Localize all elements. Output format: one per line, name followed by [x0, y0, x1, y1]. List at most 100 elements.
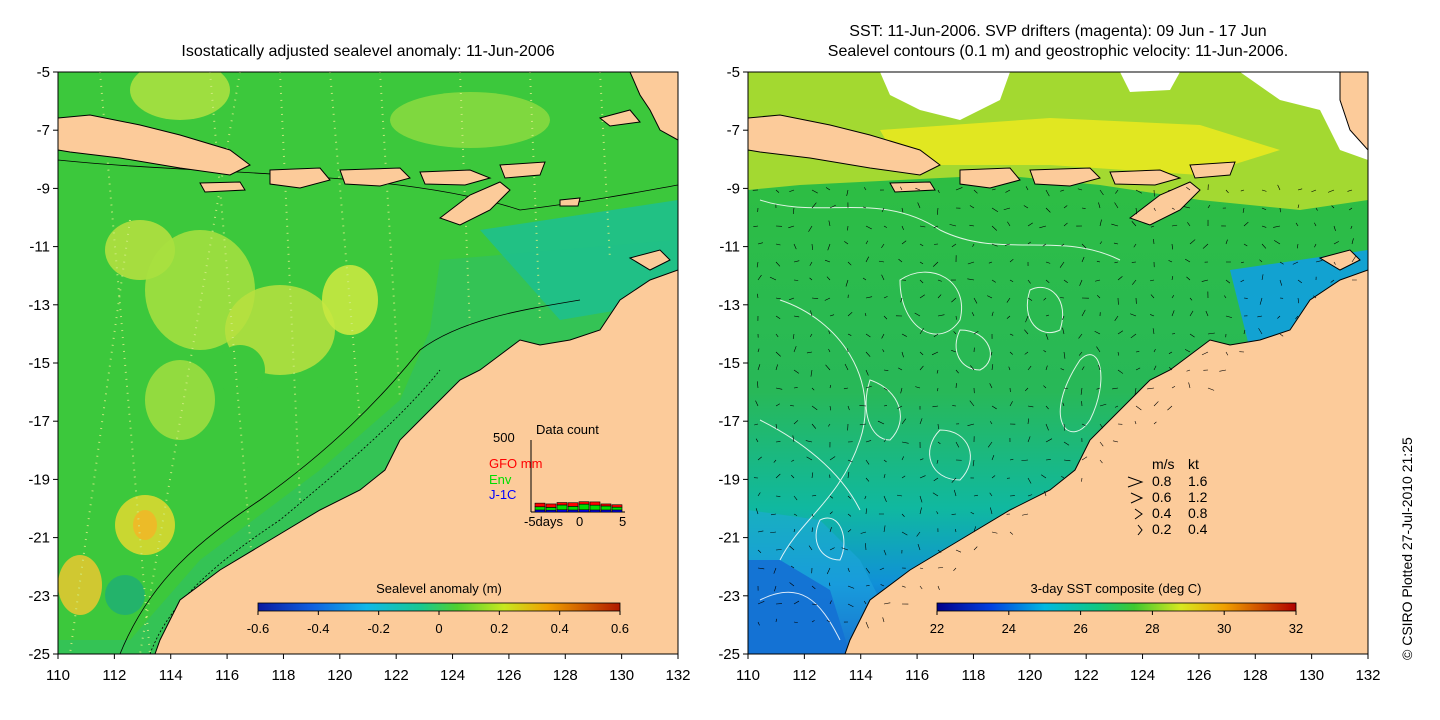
velocity-arrow [824, 259, 831, 263]
velocity-arrow [1277, 184, 1281, 191]
y-tick-label: -23 [28, 588, 50, 605]
sealevel-anomaly-map [58, 72, 678, 654]
right-x-axis: 110 112 114 116 118 120 122 124 126 128 130 132 [736, 654, 1381, 684]
bar-j1c [567, 509, 579, 513]
velocity-arrow [1240, 279, 1245, 283]
velocity-arrow [775, 387, 783, 390]
velocity-arrow [972, 243, 975, 247]
velocity-arrow [931, 351, 939, 356]
velocity-arrow [1114, 261, 1119, 264]
velocity-arrow [1009, 351, 1013, 355]
velocity-arrow [811, 527, 813, 533]
velocity-arrow [1314, 243, 1317, 248]
y-tick-label: -7 [727, 122, 740, 139]
bar-gfo [534, 502, 546, 508]
velocity-arrow [1023, 205, 1029, 209]
velocity-arrow [865, 333, 871, 338]
velocity-arrow [1063, 441, 1070, 446]
x-tick-label: 130 [1299, 667, 1324, 684]
velocity-arrow [901, 240, 907, 245]
velocity-arrow [969, 205, 975, 209]
velocity-arrow [896, 494, 903, 497]
velocity-arrow [1274, 240, 1281, 245]
x-tick-label: 116 [905, 667, 929, 684]
x-tick-label: 122 [384, 667, 409, 684]
y-tick-label: -19 [28, 471, 50, 488]
velocity-arrow [898, 367, 903, 371]
y-tick-label: -21 [28, 530, 50, 547]
velocity-arrow [951, 297, 957, 303]
y-tick-label: -15 [28, 355, 50, 372]
velocity-arrow [1043, 350, 1047, 353]
bar-gfo [556, 502, 568, 506]
velocity-arrow [1027, 436, 1031, 443]
colorbar-tick-label: -0.6 [247, 621, 269, 636]
velocity-arrow [1135, 367, 1141, 371]
sst-colorbar-title: 3-day SST composite (deg C) [1031, 581, 1202, 596]
velocity-arrow [1135, 207, 1138, 215]
velocity-arrow [991, 243, 998, 247]
velocity-arrow [883, 495, 887, 503]
velocity-arrow [844, 363, 849, 371]
velocity-arrow [883, 315, 888, 320]
velocity-arrow [1112, 440, 1119, 443]
velocity-arrow [1134, 420, 1137, 425]
y-tick-label: -9 [727, 180, 740, 197]
y-tick-label: -11 [719, 239, 740, 256]
velocity-arrow [932, 405, 939, 408]
credit-text: © CSIRO Plotted 27-Jul-2010 21:25 [1399, 437, 1415, 660]
velocity-arrow [829, 456, 836, 461]
bar-env [600, 505, 612, 511]
velocity-arrow [955, 187, 963, 191]
x-tick-label: 132 [1355, 667, 1380, 684]
y-tick-label: -11 [29, 239, 50, 256]
velocity-arrow [757, 549, 762, 553]
velocity-arrow [1027, 405, 1034, 408]
velocity-arrow [1315, 207, 1318, 211]
velocity-arrow [1351, 255, 1357, 263]
velocity-arrow [973, 526, 976, 533]
velocity-arrow [775, 549, 782, 551]
velocity-arrow [967, 261, 975, 265]
velocity-arrow [829, 384, 832, 389]
velocity-arrow [1241, 261, 1245, 264]
colorbar-tick-label: 0.2 [490, 621, 508, 636]
velocity-arrow [757, 567, 765, 570]
velocity-arrow [865, 584, 870, 587]
velocity-arrow [970, 511, 975, 515]
velocity-arrow [1117, 330, 1124, 335]
velocity-arrow [973, 494, 978, 497]
velocity-arrow [990, 351, 993, 356]
velocity-arrow [1009, 458, 1014, 461]
velocity-arrow [919, 294, 925, 299]
velocity-arrow [973, 189, 978, 194]
velocity-arrow [901, 475, 906, 479]
velocity-arrow [1115, 189, 1119, 194]
velocity-arrow [937, 314, 945, 317]
velocity-arrow [757, 364, 761, 371]
velocity-arrow [770, 531, 777, 534]
velocity-arrow [1081, 256, 1085, 263]
velocity-arrow [775, 473, 781, 479]
velocity-arrow [1189, 310, 1194, 317]
velocity-arrow [937, 423, 939, 430]
velocity-arrow [1150, 294, 1155, 299]
velocity-arrow [877, 420, 885, 425]
bar-env [589, 504, 601, 511]
colorbar-tick-label: 0.6 [611, 621, 629, 636]
velocity-arrow [919, 365, 924, 371]
velocity-arrow [811, 189, 818, 194]
velocity-arrow [936, 459, 939, 464]
velocity-arrow [1153, 239, 1155, 245]
velocity-arrow [937, 441, 941, 445]
velocity-arrow [1024, 387, 1029, 392]
velocity-arrow [865, 256, 870, 263]
velocity-arrow [883, 369, 889, 371]
velocity-arrow [810, 310, 813, 317]
vel-legend-kt: 0.8 [1188, 505, 1208, 521]
x-tick-label: 114 [849, 667, 873, 684]
velocity-arrow [757, 242, 763, 245]
velocity-arrow [828, 348, 831, 353]
velocity-arrow [1349, 207, 1353, 211]
velocity-arrow [1187, 222, 1191, 227]
